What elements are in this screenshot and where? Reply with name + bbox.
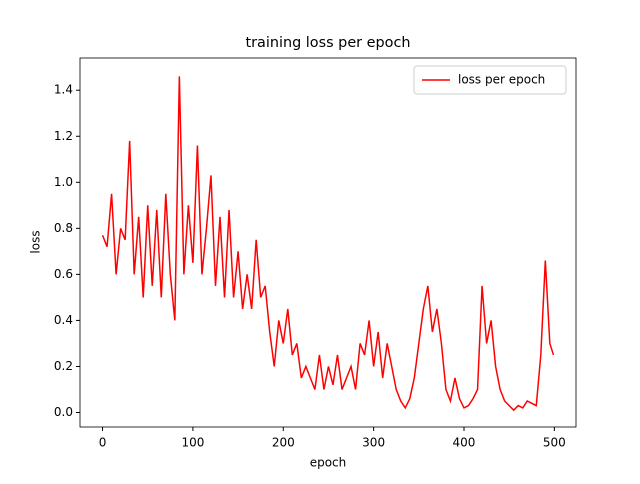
y-tick-label: 1.2 — [54, 129, 73, 143]
x-tick-label: 100 — [181, 436, 204, 450]
legend-label: loss per epoch — [458, 73, 545, 87]
x-tick-label: 400 — [453, 436, 476, 450]
y-tick-label: 0.8 — [54, 221, 73, 235]
y-tick-label: 0.0 — [54, 405, 73, 419]
x-tick-label: 500 — [543, 436, 566, 450]
x-axis-label: epoch — [310, 456, 347, 470]
loss-line — [101, 76, 555, 412]
y-tick-label: 1.0 — [54, 175, 73, 189]
plot-frame — [79, 57, 577, 428]
chart-title: training loss per epoch — [245, 35, 410, 51]
legend-box — [413, 65, 567, 95]
y-tick-label: 0.6 — [54, 267, 73, 281]
y-axis-label: loss — [29, 230, 43, 253]
y-tick-label: 0.4 — [54, 313, 73, 327]
x-tick-label: 0 — [99, 436, 107, 450]
y-tick-label: 1.4 — [54, 83, 73, 97]
x-tick-label: 200 — [272, 436, 295, 450]
y-tick-label: 0.2 — [54, 359, 73, 373]
x-tick-label: 300 — [362, 436, 385, 450]
